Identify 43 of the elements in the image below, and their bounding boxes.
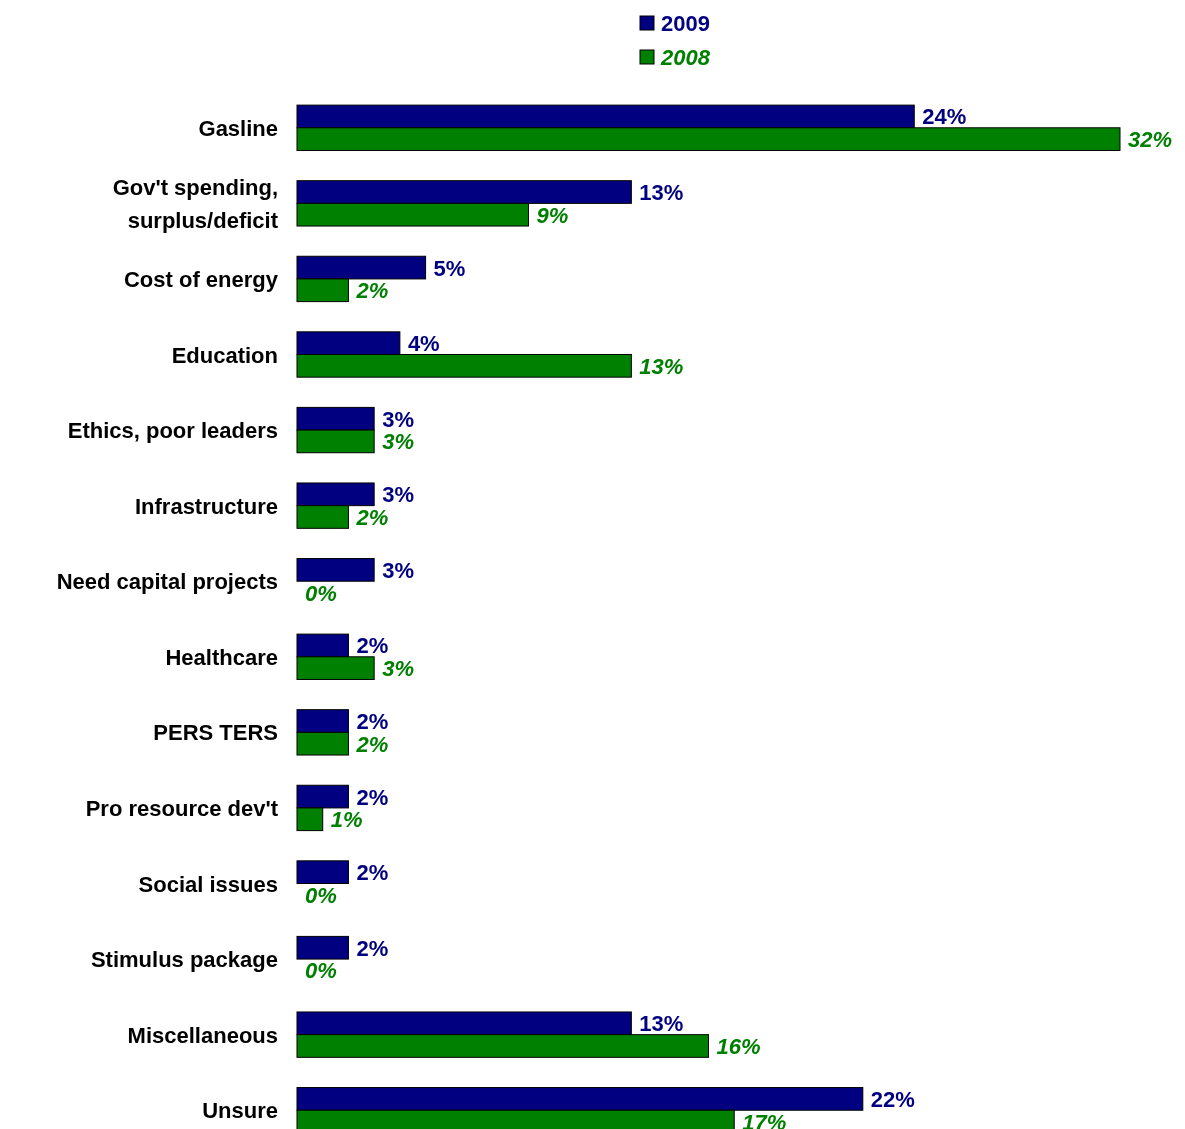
y-tick-label: Miscellaneous [127,1022,278,1048]
y-tick-label: Gov't spending, surplus/deficit [112,175,279,234]
legend-label: 2008 [660,45,711,70]
y-tick-label: Cost of energy [123,266,279,292]
y-tick-label: Infrastructure [134,493,278,519]
data-label: 13% [639,353,684,379]
y-tick-label: Gasline [198,115,278,141]
data-label: 2% [356,633,389,659]
data-label: 22% [870,1086,915,1112]
data-label: 2% [356,784,389,810]
y-tick-label: Ethics, poor leaders [67,418,278,444]
data-label: 3% [382,557,414,583]
y-tick-label: Pro resource dev't [85,795,279,821]
data-label: 2% [356,860,389,886]
data-label: 9% [536,202,569,228]
bar [296,860,349,884]
y-tick-label: PERS TERS [153,720,278,746]
data-label: 0% [305,580,337,606]
data-label: 1% [330,807,363,833]
y-tick-label: Stimulus package [90,947,278,973]
data-label: 13% [639,180,684,206]
y-tick-label: Need capital projects [56,569,278,595]
data-label: 24% [922,104,967,130]
data-label: 2% [356,935,389,961]
y-tick-label: Unsure [202,1098,278,1124]
bar [296,558,375,582]
legend-label: 2009 [661,11,710,36]
data-label: 5% [433,255,466,281]
data-label: 0% [305,882,337,908]
data-label: 0% [305,958,337,984]
data-label: 13% [639,1011,684,1037]
data-label: 3% [382,656,414,682]
data-label: 32% [1128,127,1173,153]
data-label: 4% [407,331,440,357]
y-tick-label: Healthcare [165,644,278,670]
data-label: 2% [355,278,389,304]
data-label: 17% [742,1109,787,1129]
y-tick-label: Education [171,342,278,368]
data-label: 3% [382,429,414,455]
data-label: 16% [716,1033,761,1059]
bar [296,935,349,960]
data-label: 3% [382,406,414,432]
y-tick-label: Social issues [138,871,278,897]
